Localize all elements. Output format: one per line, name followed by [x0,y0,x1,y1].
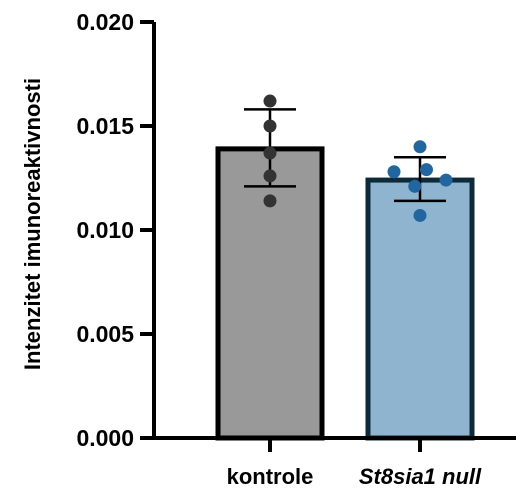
data-point [439,173,453,187]
y-tick-label: 0.010 [76,217,134,243]
y-tick-label: 0.020 [76,9,134,35]
y-axis-label: Intenzitet imunoreaktivnosti [20,78,45,370]
data-points [263,94,453,222]
bars [215,146,475,441]
data-point [263,194,277,208]
y-tick-label: 0.015 [76,113,134,139]
data-point [413,208,427,222]
x-tick-label: St8sia1 null [359,464,482,489]
y-tick-label: 0.000 [76,425,134,451]
x-axis: kontrole St8sia1 null [152,436,516,489]
data-point [413,140,427,154]
data-point [408,179,422,193]
data-point [263,169,277,183]
y-axis: 0.000 0.005 0.010 0.015 0.020 [76,9,156,451]
data-point [263,146,277,160]
data-point [263,119,277,133]
data-point [263,94,277,108]
y-tick-label: 0.005 [76,321,134,347]
data-point [420,163,433,177]
bar [215,146,325,441]
x-tick-label: kontrole [227,464,314,489]
data-point [387,165,401,179]
